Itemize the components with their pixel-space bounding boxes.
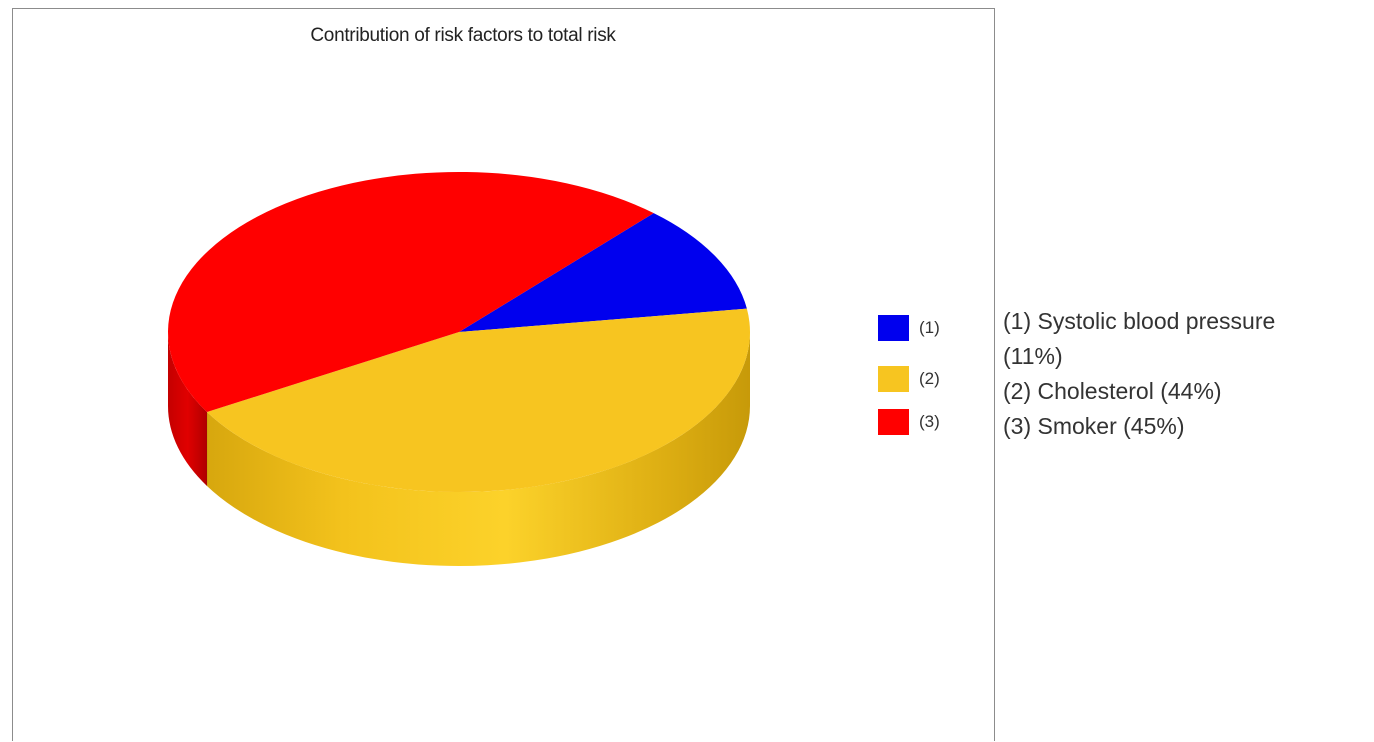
description-line-1: (1) Systolic blood pressure	[1003, 308, 1276, 334]
chart-title: Contribution of risk factors to total ri…	[310, 25, 616, 46]
risk-factor-description: (1) Systolic blood pressure (11%) (2) Ch…	[1003, 304, 1371, 444]
legend-swatch-1	[878, 315, 909, 341]
legend-item-3: (3)	[878, 407, 940, 437]
legend-item-1: (1)	[878, 313, 940, 343]
legend-swatch-2	[878, 366, 909, 392]
description-line-2: (11%)	[1003, 343, 1063, 369]
slice-smoker-side	[168, 332, 207, 486]
slice-cholesterol-side	[206, 332, 751, 567]
legend-item-2: (2)	[878, 364, 940, 394]
legend-label-3: (3)	[919, 412, 940, 431]
pie-chart	[168, 172, 751, 567]
slice-smoker-top	[168, 172, 654, 412]
slice-systolic-blood-pressure-top	[459, 213, 747, 332]
description-line-3: (2) Cholesterol (44%)	[1003, 378, 1222, 404]
legend-swatch-3	[878, 409, 909, 435]
legend-label-2: (2)	[919, 369, 940, 388]
slice-cholesterol-top	[206, 308, 751, 492]
legend-label-1: (1)	[919, 318, 940, 337]
description-line-4: (3) Smoker (45%)	[1003, 413, 1185, 439]
chart-frame: Contribution of risk factors to total ri…	[12, 8, 995, 741]
